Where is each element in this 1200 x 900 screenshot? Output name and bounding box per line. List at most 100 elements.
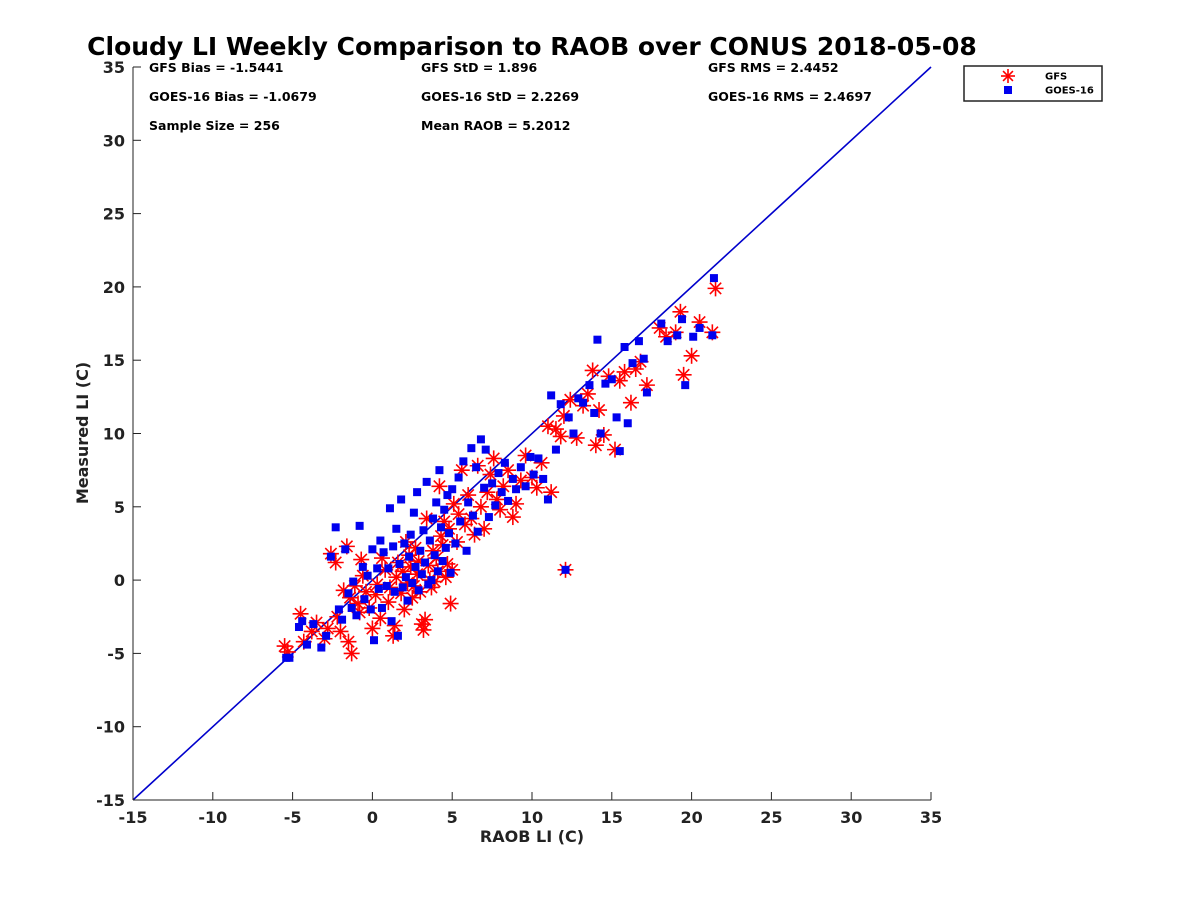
goes16-point <box>709 274 718 283</box>
goes16-point <box>414 586 423 595</box>
goes16-point <box>382 581 391 590</box>
goes16-point <box>425 536 434 545</box>
goes16-point <box>398 583 407 592</box>
goes16-point <box>355 521 364 530</box>
goes16-point <box>352 611 361 620</box>
goes16-point <box>500 458 509 467</box>
series-goes-16 <box>282 274 718 662</box>
goes16-point <box>468 511 477 520</box>
goes16-point <box>421 558 430 567</box>
legend: GFS GOES-16 <box>963 65 1103 102</box>
stat-annotation: GOES-16 Bias = -1.0679 <box>149 89 317 104</box>
goes16-point <box>585 381 594 390</box>
goes16-point <box>374 584 383 593</box>
goes16-point <box>360 595 369 604</box>
goes16-point <box>574 394 583 403</box>
goes16-point <box>607 375 616 384</box>
y-tick-label: -15 <box>96 791 125 810</box>
goes16-point <box>430 551 439 560</box>
goes16-point <box>347 603 356 612</box>
goes16-point <box>476 435 485 444</box>
goes16-point <box>590 408 599 417</box>
goes16-point <box>411 562 420 571</box>
goes16-point <box>472 463 481 472</box>
goes16-point <box>708 331 717 340</box>
stat-annotation: GFS Bias = -1.5441 <box>149 60 283 75</box>
goes16-point <box>488 479 497 488</box>
goes16-point <box>547 391 556 400</box>
goes16-point <box>389 542 398 551</box>
goes16-point <box>438 557 447 566</box>
x-tick-label: 5 <box>447 808 458 827</box>
goes16-point <box>331 523 340 532</box>
gfs-point <box>415 621 432 638</box>
goes16-point <box>628 359 637 368</box>
goes16-point <box>446 568 455 577</box>
gfs-point <box>528 479 545 496</box>
goes16-point <box>663 337 672 346</box>
goes16-point <box>429 514 438 523</box>
chart-title: Cloudy LI Weekly Comparison to RAOB over… <box>87 32 977 61</box>
stat-annotation: GFS RMS = 2.4452 <box>708 60 839 75</box>
stat-annotation: GFS StD = 1.896 <box>421 60 538 75</box>
goes16-point <box>448 485 457 494</box>
goes16-point <box>620 343 629 352</box>
goes16-point <box>695 323 704 332</box>
x-tick-label: 35 <box>920 808 942 827</box>
goes16-point <box>516 463 525 472</box>
goes16-point <box>521 482 530 491</box>
goes16-point <box>526 452 535 461</box>
goes16-point <box>397 495 406 504</box>
axes: -15 -10 -5 0 5 10 15 20 25 30 35 -15 -10 -5 0 5 10 15 20 25… <box>96 58 942 827</box>
y-tick-label: 10 <box>103 425 125 444</box>
goes16-point <box>427 576 436 585</box>
gfs-point <box>372 610 389 627</box>
goes16-point <box>508 474 517 483</box>
goes16-point <box>302 640 311 649</box>
gfs-point <box>584 362 601 379</box>
goes16-point <box>689 332 698 341</box>
goes16-point <box>623 419 632 428</box>
goes16-point <box>504 496 513 505</box>
goes16-point <box>556 400 565 409</box>
goes16-point <box>612 413 621 422</box>
goes16-point <box>379 548 388 557</box>
goes16-point <box>593 335 602 344</box>
gfs-point <box>504 509 521 526</box>
legend-label: GFS <box>1045 72 1067 83</box>
goes16-point <box>298 617 307 626</box>
x-tick-label: -10 <box>198 808 227 827</box>
goes16-point <box>639 354 648 363</box>
goes16-point <box>480 483 489 492</box>
stat-annotation: GOES-16 StD = 2.2269 <box>421 89 579 104</box>
stat-annotation: Sample Size = 256 <box>149 118 280 133</box>
goes16-point <box>673 331 682 340</box>
x-tick-label: 0 <box>367 808 378 827</box>
gfs-point <box>485 450 502 467</box>
goes16-point <box>393 631 402 640</box>
goes16-point <box>387 617 396 626</box>
goes16-point <box>309 620 318 629</box>
goes16-point <box>419 526 428 535</box>
x-tick-label: -15 <box>119 808 148 827</box>
goes16-point <box>456 517 465 526</box>
goes16-point <box>441 543 450 552</box>
goes16-point <box>491 501 500 510</box>
goes16-point <box>405 552 414 561</box>
y-tick-label: 5 <box>114 498 125 517</box>
x-tick-label: 10 <box>521 808 543 827</box>
y-tick-label: 25 <box>103 205 125 224</box>
goes16-point <box>368 545 377 554</box>
legend-marker-goes16 <box>1004 86 1012 94</box>
goes16-point <box>433 567 442 576</box>
reference-line <box>132 66 932 801</box>
legend-marker-gfs <box>1001 69 1015 83</box>
y-tick-label: -5 <box>107 644 125 663</box>
goes16-point <box>349 577 358 586</box>
x-tick-label: -5 <box>284 808 302 827</box>
goes16-point <box>634 337 643 346</box>
goes16-point <box>409 508 418 517</box>
goes16-point <box>392 524 401 533</box>
gfs-point <box>472 498 489 515</box>
gfs-point <box>417 611 434 628</box>
